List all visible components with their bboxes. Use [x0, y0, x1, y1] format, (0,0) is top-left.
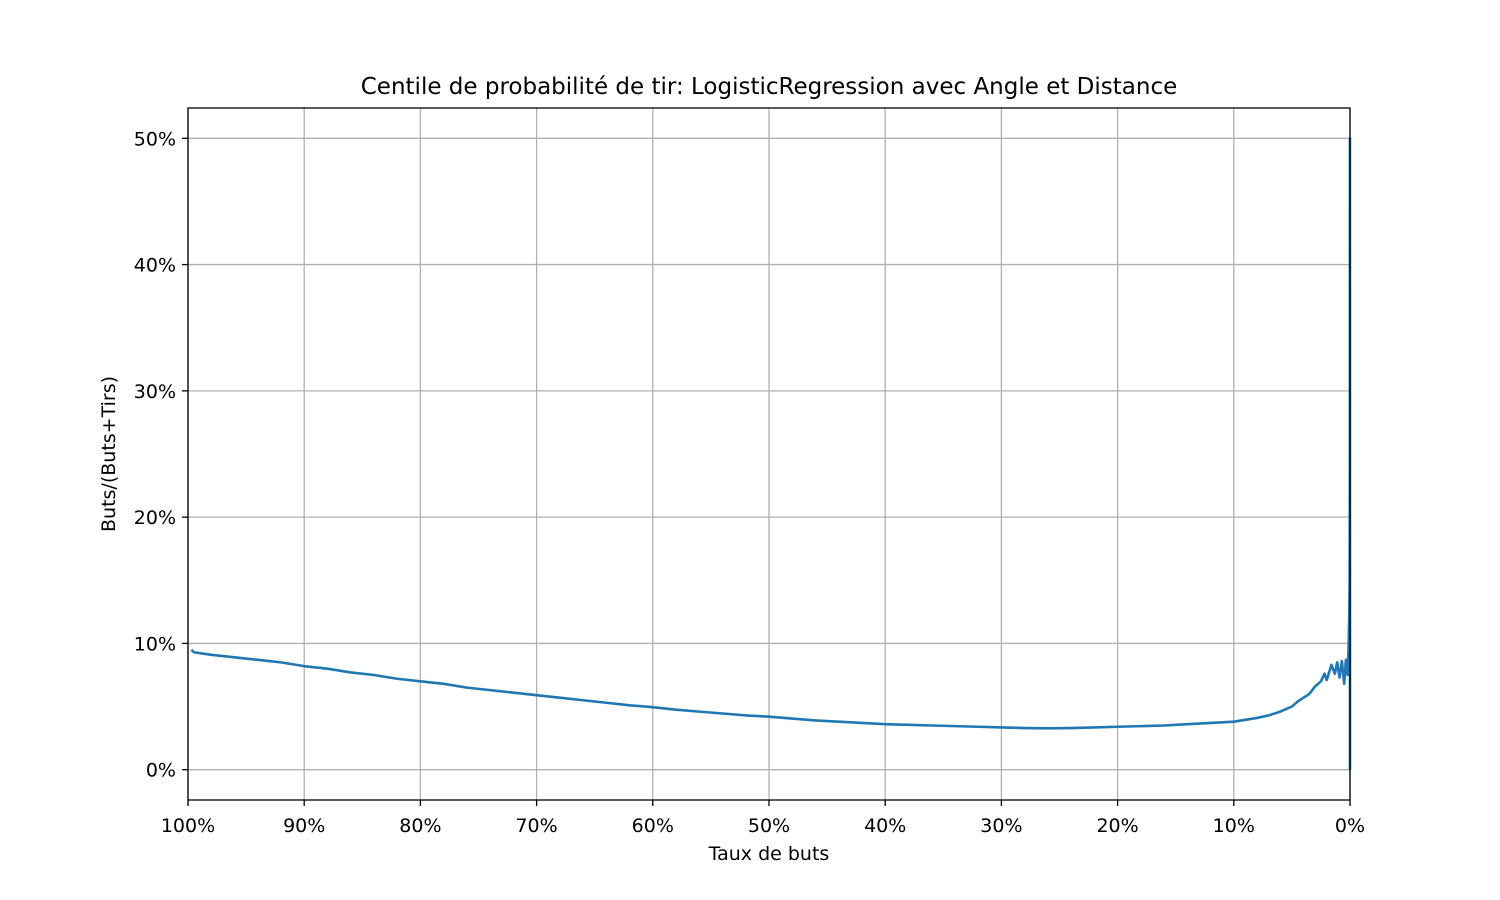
grid-lines: [187, 108, 1351, 800]
x-tick-label: 90%: [283, 815, 325, 837]
x-axis: 100% 90% 80% 70% 60% 50% 40% 30% 20% 10% 0%: [161, 800, 1365, 837]
chart-title: Centile de probabilité de tir: LogisticR…: [361, 74, 1178, 100]
series-layer: [190, 137, 1352, 770]
x-tick-label: 20%: [1096, 815, 1138, 837]
series-line: [190, 137, 1352, 770]
y-axis-label: Buts/(Buts+Tirs): [98, 376, 120, 532]
y-tick-label: 10%: [134, 633, 176, 655]
y-tick-label: 0%: [146, 760, 176, 782]
y-axis: 0% 10% 20% 30% 40% 50%: [134, 128, 188, 782]
y-tick-label: 50%: [134, 128, 176, 150]
x-tick-label: 0%: [1335, 815, 1365, 837]
x-tick-label: 30%: [980, 815, 1022, 837]
x-axis-label: Taux de buts: [708, 843, 830, 865]
x-tick-label: 70%: [515, 815, 557, 837]
y-tick-label: 20%: [134, 507, 176, 529]
x-tick-label: 10%: [1213, 815, 1255, 837]
x-tick-label: 50%: [748, 815, 790, 837]
y-tick-label: 30%: [134, 381, 176, 403]
y-tick-label: 40%: [134, 255, 176, 277]
x-tick-label: 80%: [399, 815, 441, 837]
x-tick-label: 100%: [161, 815, 215, 837]
x-tick-label: 60%: [632, 815, 674, 837]
x-tick-label: 40%: [864, 815, 906, 837]
